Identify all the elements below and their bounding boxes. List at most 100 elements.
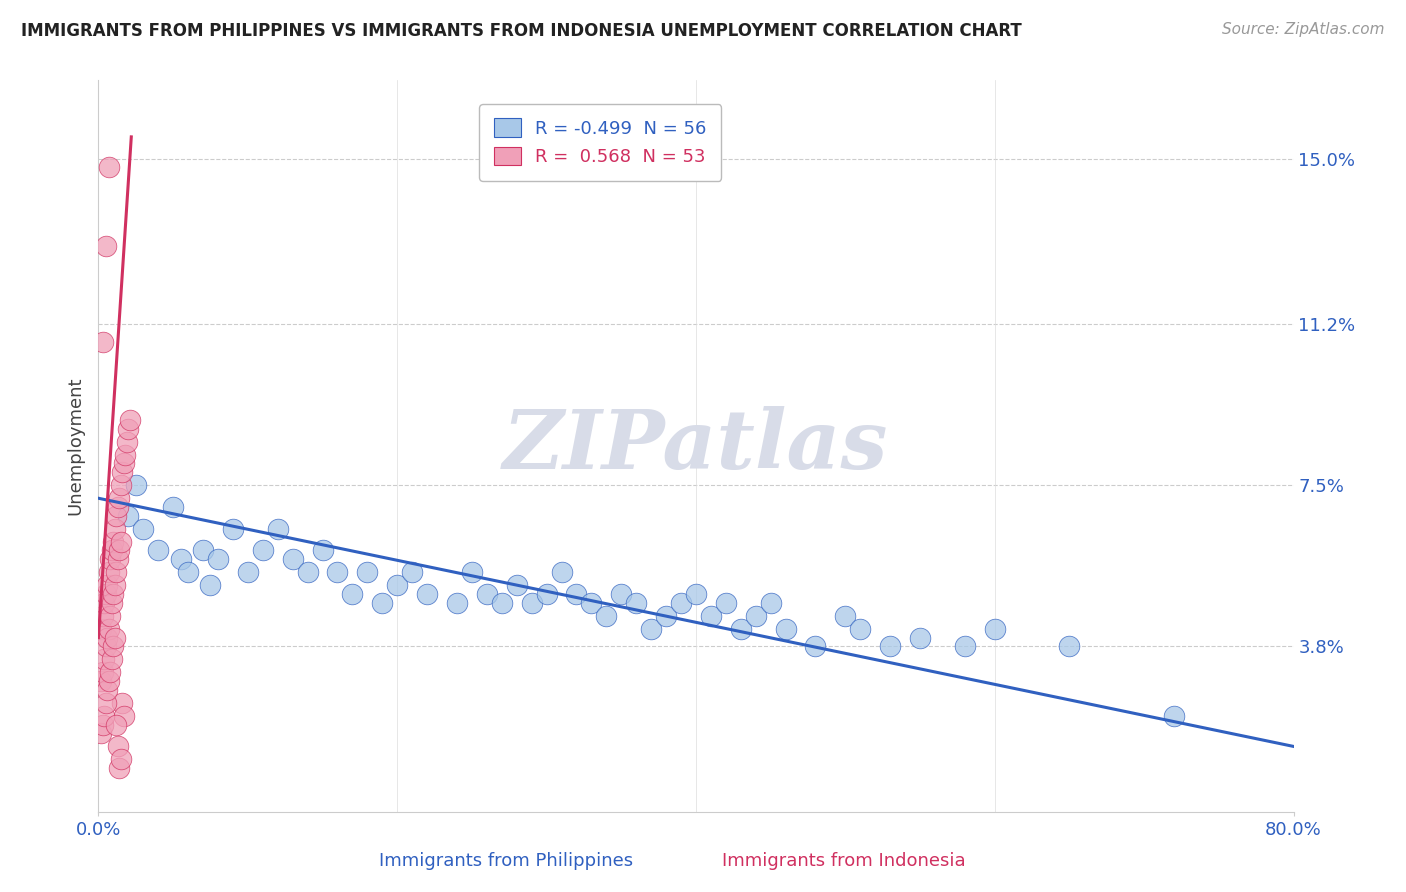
Point: [640, 622, 662, 636]
Point: [669, 596, 692, 610]
Point: [101, 543, 124, 558]
Point: [94, 696, 117, 710]
Point: [565, 587, 588, 601]
Point: [908, 631, 931, 645]
Point: [107, 739, 129, 754]
Point: [879, 640, 901, 654]
Point: [98, 665, 122, 680]
Point: [105, 717, 128, 731]
Point: [169, 552, 191, 566]
Point: [104, 522, 127, 536]
Point: [685, 587, 707, 601]
Point: [105, 566, 128, 580]
Point: [117, 421, 139, 435]
Point: [110, 478, 132, 492]
Point: [371, 596, 394, 610]
Point: [90, 726, 112, 740]
Point: [93, 709, 115, 723]
Point: [90, 674, 112, 689]
Point: [96, 578, 118, 592]
Point: [90, 622, 112, 636]
Point: [114, 448, 136, 462]
Point: [714, 596, 737, 610]
Point: [461, 566, 484, 580]
Point: [105, 508, 128, 523]
Point: [804, 640, 827, 654]
Point: [984, 622, 1007, 636]
Text: Source: ZipAtlas.com: Source: ZipAtlas.com: [1222, 22, 1385, 37]
Point: [177, 566, 200, 580]
Point: [101, 596, 124, 610]
Point: [104, 578, 127, 592]
Point: [110, 534, 132, 549]
Point: [281, 552, 304, 566]
Point: [222, 522, 245, 536]
Point: [104, 631, 127, 645]
Point: [730, 622, 752, 636]
Point: [401, 566, 423, 580]
Point: [200, 578, 222, 592]
Point: [834, 608, 856, 623]
Point: [112, 457, 135, 471]
Point: [311, 543, 333, 558]
Point: [97, 674, 120, 689]
Point: [91, 608, 114, 623]
Point: [108, 491, 131, 506]
Point: [125, 478, 148, 492]
Point: [385, 578, 409, 592]
Point: [759, 596, 782, 610]
Point: [107, 500, 129, 514]
Point: [118, 413, 141, 427]
Point: [91, 717, 114, 731]
Point: [97, 622, 120, 636]
Point: [96, 631, 118, 645]
Point: [520, 596, 543, 610]
Point: [595, 608, 617, 623]
Point: [953, 640, 976, 654]
Point: [111, 465, 134, 479]
Point: [101, 652, 124, 666]
Point: [97, 566, 120, 580]
Point: [98, 552, 122, 566]
Point: [655, 608, 678, 623]
Point: [626, 596, 648, 610]
Point: [115, 434, 138, 449]
Point: [536, 587, 558, 601]
Point: [103, 587, 125, 601]
Point: [162, 500, 184, 514]
Legend: R = -0.499  N = 56, R =  0.568  N = 53: R = -0.499 N = 56, R = 0.568 N = 53: [479, 104, 721, 180]
Point: [91, 665, 114, 680]
Point: [475, 587, 498, 601]
Point: [297, 566, 319, 580]
Point: [342, 587, 364, 601]
Point: [103, 640, 125, 654]
Point: [581, 596, 603, 610]
Point: [491, 596, 513, 610]
Point: [326, 566, 349, 580]
Point: [132, 522, 155, 536]
Point: [94, 587, 117, 601]
Point: [1059, 640, 1081, 654]
Point: [849, 622, 872, 636]
Point: [91, 334, 114, 349]
Point: [93, 652, 115, 666]
Point: [93, 596, 115, 610]
Text: Immigrants from Philippines: Immigrants from Philippines: [380, 852, 633, 870]
Text: ZIPatlas: ZIPatlas: [503, 406, 889, 486]
Point: [550, 566, 572, 580]
Point: [112, 709, 135, 723]
Point: [94, 640, 117, 654]
Text: IMMIGRANTS FROM PHILIPPINES VS IMMIGRANTS FROM INDONESIA UNEMPLOYMENT CORRELATIO: IMMIGRANTS FROM PHILIPPINES VS IMMIGRANT…: [21, 22, 1022, 40]
Point: [267, 522, 290, 536]
Point: [103, 534, 125, 549]
Point: [207, 552, 229, 566]
Point: [148, 543, 170, 558]
Point: [416, 587, 439, 601]
Point: [107, 552, 129, 566]
Point: [700, 608, 723, 623]
Point: [98, 608, 122, 623]
Point: [111, 696, 134, 710]
Point: [191, 543, 214, 558]
Point: [108, 543, 131, 558]
Text: Immigrants from Indonesia: Immigrants from Indonesia: [721, 852, 966, 870]
